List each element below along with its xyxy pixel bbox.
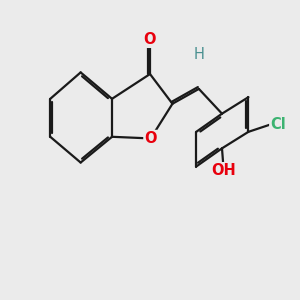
Text: Cl: Cl [270,117,286,132]
Text: H: H [194,47,205,62]
Text: O: O [144,32,156,47]
Text: O: O [144,131,157,146]
Text: OH: OH [211,163,236,178]
